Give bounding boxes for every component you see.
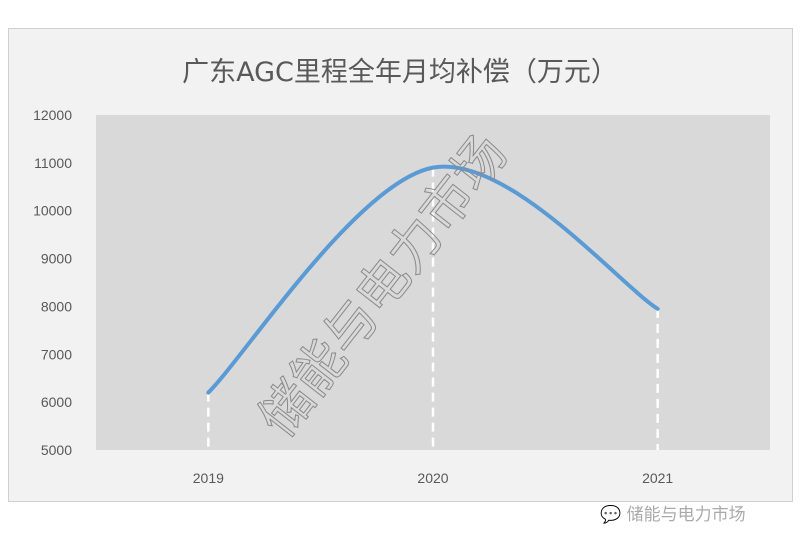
series-line (206, 164, 660, 395)
y-tick-label: 12000 (33, 107, 72, 123)
footer-text: 储能与电力市场 (626, 505, 746, 525)
y-tick-label: 10000 (33, 203, 72, 219)
chart-title: 广东AGC里程全年月均补偿（万元） (182, 57, 618, 88)
y-tick-label: 5000 (41, 442, 72, 458)
x-tick-label: 2021 (642, 470, 673, 486)
y-tick-label: 8000 (41, 298, 72, 314)
footer-watermark: 💬 储能与电力市场 (600, 500, 746, 525)
x-tick-label: 2020 (417, 470, 448, 486)
y-tick-label: 9000 (41, 251, 72, 267)
y-tick-label: 11000 (34, 155, 72, 171)
y-tick-label: 6000 (41, 394, 72, 410)
y-tick-label: 7000 (41, 346, 72, 362)
wechat-icon: 💬 (600, 505, 622, 525)
x-tick-label: 2019 (193, 470, 224, 486)
